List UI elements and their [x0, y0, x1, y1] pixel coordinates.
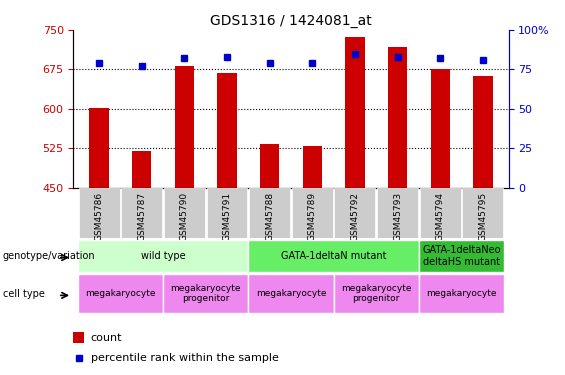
- Bar: [431, 69, 450, 188]
- Text: GSM45794: GSM45794: [436, 192, 445, 240]
- Text: GSM45790: GSM45790: [180, 192, 189, 241]
- FancyBboxPatch shape: [333, 274, 419, 313]
- Bar: [473, 76, 493, 188]
- Text: megakaryocyte
progenitor: megakaryocyte progenitor: [171, 284, 241, 303]
- FancyBboxPatch shape: [249, 240, 419, 272]
- FancyBboxPatch shape: [419, 240, 504, 272]
- Bar: [89, 108, 108, 188]
- FancyBboxPatch shape: [249, 188, 290, 238]
- Text: GATA-1deltaN mutant: GATA-1deltaN mutant: [281, 251, 386, 261]
- FancyBboxPatch shape: [249, 274, 333, 313]
- FancyBboxPatch shape: [292, 188, 333, 238]
- FancyBboxPatch shape: [121, 188, 162, 238]
- Text: count: count: [90, 333, 122, 343]
- Text: GSM45786: GSM45786: [94, 192, 103, 241]
- Text: percentile rank within the sample: percentile rank within the sample: [90, 353, 279, 363]
- FancyBboxPatch shape: [419, 274, 504, 313]
- FancyBboxPatch shape: [334, 188, 375, 238]
- FancyBboxPatch shape: [207, 188, 247, 238]
- Text: megakaryocyte: megakaryocyte: [256, 289, 326, 298]
- FancyBboxPatch shape: [377, 188, 418, 238]
- FancyBboxPatch shape: [420, 188, 460, 238]
- Text: GSM45789: GSM45789: [308, 192, 317, 241]
- Title: GDS1316 / 1424081_at: GDS1316 / 1424081_at: [210, 13, 372, 28]
- Text: megakaryocyte
progenitor: megakaryocyte progenitor: [341, 284, 411, 303]
- FancyBboxPatch shape: [79, 188, 120, 238]
- FancyBboxPatch shape: [78, 274, 163, 313]
- Bar: [303, 146, 322, 188]
- Bar: [260, 144, 279, 188]
- Text: cell type: cell type: [3, 290, 45, 299]
- Bar: [73, 332, 84, 343]
- FancyBboxPatch shape: [163, 274, 249, 313]
- Bar: [388, 47, 407, 188]
- Text: GSM45791: GSM45791: [223, 192, 232, 241]
- Bar: [132, 151, 151, 188]
- Bar: [218, 73, 237, 188]
- FancyBboxPatch shape: [462, 188, 503, 238]
- FancyBboxPatch shape: [78, 240, 249, 272]
- Text: GSM45787: GSM45787: [137, 192, 146, 241]
- Text: GSM45788: GSM45788: [265, 192, 274, 241]
- Text: megakaryocyte: megakaryocyte: [427, 289, 497, 298]
- Bar: [175, 66, 194, 188]
- FancyBboxPatch shape: [164, 188, 205, 238]
- Text: genotype/variation: genotype/variation: [3, 251, 95, 261]
- Text: GSM45795: GSM45795: [479, 192, 488, 241]
- Text: megakaryocyte: megakaryocyte: [85, 289, 155, 298]
- Text: GSM45793: GSM45793: [393, 192, 402, 241]
- Text: wild type: wild type: [141, 251, 185, 261]
- Text: GSM45792: GSM45792: [350, 192, 359, 240]
- Text: GATA-1deltaNeo
deltaHS mutant: GATA-1deltaNeo deltaHS mutant: [422, 245, 501, 267]
- Bar: [345, 37, 364, 188]
